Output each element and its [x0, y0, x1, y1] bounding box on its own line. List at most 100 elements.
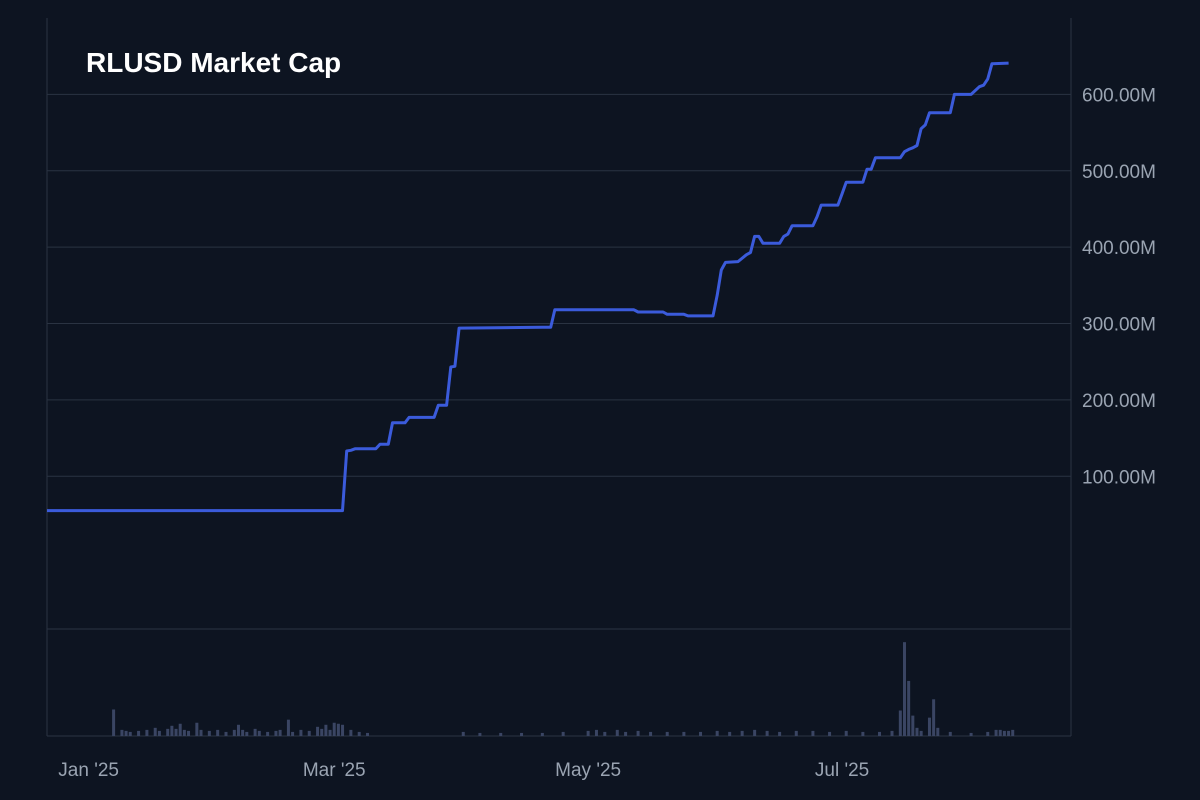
- y-tick-label: 500.00M: [1082, 162, 1156, 183]
- volume-bar: [128, 731, 132, 736]
- volume-bar: [927, 717, 931, 736]
- volume-bar: [324, 724, 328, 736]
- volume-bar: [649, 731, 653, 736]
- axes: 100.00M 200.00M 300.00M 400.00M 500.00M 600.0…: [58, 85, 1156, 781]
- volume-bars: [112, 642, 1015, 736]
- volume-bar: [811, 730, 815, 736]
- volume-bar: [328, 729, 332, 736]
- volume-bar: [157, 730, 161, 736]
- volume-bar: [778, 731, 782, 736]
- volume-bar: [307, 730, 311, 736]
- volume-bar: [199, 729, 203, 736]
- volume-bar: [828, 731, 832, 736]
- volume-bar: [740, 730, 744, 736]
- volume-bar: [561, 731, 565, 736]
- volume-bar: [499, 732, 503, 736]
- volume-bar: [1002, 730, 1006, 736]
- volume-bar: [232, 729, 236, 736]
- volume-bar: [461, 731, 465, 736]
- volume-bar: [907, 680, 911, 736]
- volume-bar: [274, 730, 278, 736]
- volume-bar: [137, 730, 141, 736]
- y-tick-label: 200.00M: [1082, 391, 1156, 412]
- volume-bar: [187, 730, 191, 736]
- volume-bar: [936, 727, 940, 736]
- volume-bar: [170, 725, 174, 736]
- volume-bar: [278, 729, 282, 736]
- x-tick-label: Jul '25: [815, 760, 869, 781]
- volume-bar: [299, 729, 303, 736]
- volume-bar: [636, 730, 640, 736]
- volume-bar: [316, 726, 320, 736]
- grid-lines: [46, 18, 1072, 737]
- volume-bar: [878, 731, 882, 736]
- volume-bar: [994, 729, 998, 736]
- volume-bar: [478, 732, 482, 736]
- volume-bar: [844, 730, 848, 736]
- volume-bar: [1007, 730, 1011, 736]
- volume-bar: [253, 728, 257, 736]
- volume-bar: [915, 727, 919, 736]
- volume-bar: [224, 731, 228, 736]
- volume-bar: [615, 729, 619, 736]
- volume-bar: [236, 724, 240, 736]
- volume-bar: [986, 731, 990, 736]
- y-tick-label: 100.00M: [1082, 467, 1156, 488]
- volume-bar: [624, 731, 628, 736]
- volume-bar: [794, 730, 798, 736]
- volume-bar: [998, 729, 1002, 736]
- volume-bar: [216, 729, 220, 736]
- y-tick-label: 300.00M: [1082, 315, 1156, 336]
- x-tick-label: May '25: [555, 760, 621, 781]
- volume-bar: [890, 730, 894, 736]
- x-tick-label: Jan '25: [58, 760, 119, 781]
- volume-bar: [902, 642, 906, 736]
- volume-bar: [932, 699, 936, 736]
- volume-bar: [182, 729, 186, 736]
- volume-bar: [911, 715, 915, 736]
- volume-bar: [728, 731, 732, 736]
- volume-bar: [715, 730, 719, 736]
- volume-bar: [112, 709, 116, 736]
- volume-bar: [665, 731, 669, 736]
- market-cap-line: [47, 61, 1009, 513]
- volume-bar: [174, 728, 178, 736]
- volume-bar: [349, 729, 353, 736]
- volume-bar: [257, 730, 261, 736]
- y-tick-label: 600.00M: [1082, 85, 1156, 106]
- volume-bar: [207, 730, 211, 736]
- volume-bar: [586, 730, 590, 736]
- volume-bar: [366, 732, 370, 736]
- volume-bar: [332, 722, 336, 736]
- volume-bar: [266, 731, 270, 736]
- volume-bar: [178, 723, 182, 736]
- volume-bar: [245, 731, 249, 736]
- volume-bar: [291, 731, 295, 736]
- volume-bar: [594, 729, 598, 736]
- volume-bar: [540, 732, 544, 736]
- chart-title: RLUSD Market Cap: [86, 47, 341, 78]
- volume-bar: [948, 731, 952, 736]
- volume-bar: [241, 729, 245, 736]
- y-tick-label: 400.00M: [1082, 238, 1156, 259]
- volume-bar: [861, 731, 865, 736]
- volume-bar: [124, 730, 128, 736]
- volume-bar: [898, 710, 902, 736]
- volume-bar: [682, 731, 686, 736]
- volume-bar: [153, 727, 157, 736]
- volume-bar: [286, 719, 290, 736]
- volume-bar: [1011, 729, 1015, 736]
- volume-bar: [120, 729, 124, 736]
- volume-bar: [341, 724, 345, 736]
- volume-bar: [765, 730, 769, 736]
- volume-bar: [166, 728, 170, 736]
- volume-bar: [320, 728, 324, 736]
- volume-bar: [145, 729, 149, 736]
- volume-bar: [357, 731, 361, 736]
- volume-bar: [195, 722, 199, 736]
- volume-bar: [753, 729, 757, 736]
- volume-bar: [336, 723, 340, 736]
- volume-bar: [969, 732, 973, 736]
